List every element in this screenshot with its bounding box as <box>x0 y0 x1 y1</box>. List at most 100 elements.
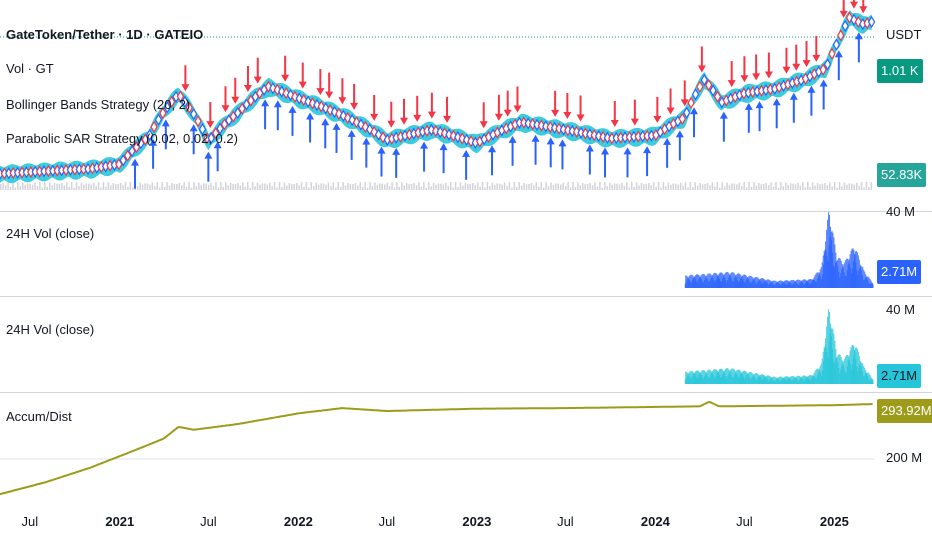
vol24-bar-pane3 <box>755 373 757 384</box>
volume-bar <box>731 183 733 190</box>
vol24-bar-pane2 <box>868 277 870 288</box>
vol24-bar-pane2 <box>767 279 769 288</box>
volume-bar <box>383 184 386 190</box>
pane3-label[interactable]: 24H Vol (close) <box>6 322 95 337</box>
volume-bar <box>782 186 785 190</box>
volume-bar <box>171 182 173 190</box>
buy-signal-head <box>546 137 555 145</box>
x-tick-label: 2023 <box>462 514 492 529</box>
volume-bar <box>166 182 168 190</box>
vol24-bar-pane2 <box>827 219 829 288</box>
volume-bar <box>264 183 266 190</box>
volume-bar <box>863 187 865 190</box>
sell-signal-head <box>494 113 503 121</box>
volume-bar <box>843 182 846 190</box>
volume-bar <box>484 187 486 190</box>
sell-signal-head <box>697 65 706 73</box>
vol24-bar-pane2 <box>750 275 752 288</box>
volume-bar <box>528 183 530 190</box>
volume-bar <box>151 182 154 190</box>
price-marker <box>700 73 709 87</box>
price-marker <box>819 63 827 76</box>
vol24-bar-pane2 <box>742 274 744 288</box>
price-marker <box>841 19 849 33</box>
volume-bar <box>772 186 775 190</box>
volume-bar <box>110 185 112 190</box>
vol24-bar-pane3 <box>695 370 697 384</box>
chart-title[interactable]: GateToken/Tether · 1D · GATEIO <box>6 27 204 42</box>
sell-signal-head <box>792 63 801 71</box>
volume-bar <box>234 183 237 190</box>
price-marker <box>696 80 704 93</box>
vol24-bar-pane2 <box>856 252 858 288</box>
volume-bar <box>232 184 234 190</box>
volume-bar <box>261 183 264 190</box>
volume-bar <box>388 185 391 190</box>
legend-volume[interactable]: Vol · GT <box>6 61 54 76</box>
volume-bar <box>24 184 26 190</box>
volume-bar <box>589 183 591 190</box>
pane-separator-3[interactable] <box>0 392 932 393</box>
volume-bar <box>31 184 34 190</box>
volume-bar <box>523 182 525 190</box>
volume-bar <box>217 187 220 190</box>
vol24-bar-pane2 <box>850 250 852 288</box>
volume-bar <box>709 185 711 190</box>
legend-psar[interactable]: Parabolic SAR Strategy (0.02, 0.02, 0.2) <box>6 131 238 146</box>
volume-bar <box>127 186 129 190</box>
volume-bar <box>824 183 826 190</box>
volume-bar <box>662 182 665 190</box>
vol24-bar-pane2 <box>695 274 697 288</box>
pane4-label[interactable]: Accum/Dist <box>6 409 72 424</box>
volume-bar <box>706 183 709 190</box>
pane-separator-2[interactable] <box>0 296 932 297</box>
volume-bar <box>657 182 660 190</box>
legend-bollinger[interactable]: Bollinger Bands Strategy (20, 2) <box>6 97 191 112</box>
volume-bar <box>525 184 528 190</box>
sell-signal-head <box>427 111 436 119</box>
volume-bar <box>780 182 782 190</box>
buy-signal-head <box>273 100 282 108</box>
price-marker <box>550 121 559 135</box>
buy-signal-head <box>719 111 728 119</box>
vol24-bar-pane3 <box>838 354 840 384</box>
volume-bar <box>574 186 577 190</box>
volume-bar <box>582 182 584 190</box>
x-tick-label: Jul <box>200 514 217 529</box>
buy-signal-head <box>772 98 781 106</box>
volume-bar <box>533 185 535 190</box>
sell-signal-head <box>221 105 230 113</box>
volume-bar <box>804 187 807 190</box>
pane2-label[interactable]: 24H Vol (close) <box>6 226 95 241</box>
vol24-bar-pane3 <box>833 334 835 384</box>
volume-bar <box>718 187 721 190</box>
vol24-bar-pane2 <box>690 274 692 288</box>
volume-bar <box>342 182 344 190</box>
volume-bar <box>811 182 814 190</box>
vol24-bar-pane2 <box>855 250 857 288</box>
currency-label: USDT <box>886 27 922 42</box>
buy-signal-head <box>675 130 684 138</box>
sell-signal-head <box>551 109 560 117</box>
volume-bar <box>870 182 873 190</box>
pane-separator-1[interactable] <box>0 211 932 212</box>
volume-bar <box>569 187 572 190</box>
volume-bar <box>271 186 273 190</box>
vol24-bar-pane3 <box>737 369 739 384</box>
vol24-bar-pane3 <box>732 368 734 384</box>
volume-bar <box>777 187 780 190</box>
volume-bar <box>303 186 305 190</box>
buy-signal-head <box>420 141 429 149</box>
volume-bar <box>496 183 498 190</box>
vol24-bar-pane3 <box>867 372 869 384</box>
volume-bar <box>564 185 567 190</box>
vol24-bar-pane3 <box>720 368 722 384</box>
vol24-bar-pane2 <box>719 272 721 288</box>
volume-bar <box>711 182 714 190</box>
buy-signal-head <box>306 112 315 120</box>
volume-bar <box>371 186 374 190</box>
volume-bar <box>816 182 819 190</box>
price-marker <box>559 123 568 136</box>
vol24-bar-pane2 <box>815 273 817 288</box>
volume-bar <box>386 182 388 190</box>
